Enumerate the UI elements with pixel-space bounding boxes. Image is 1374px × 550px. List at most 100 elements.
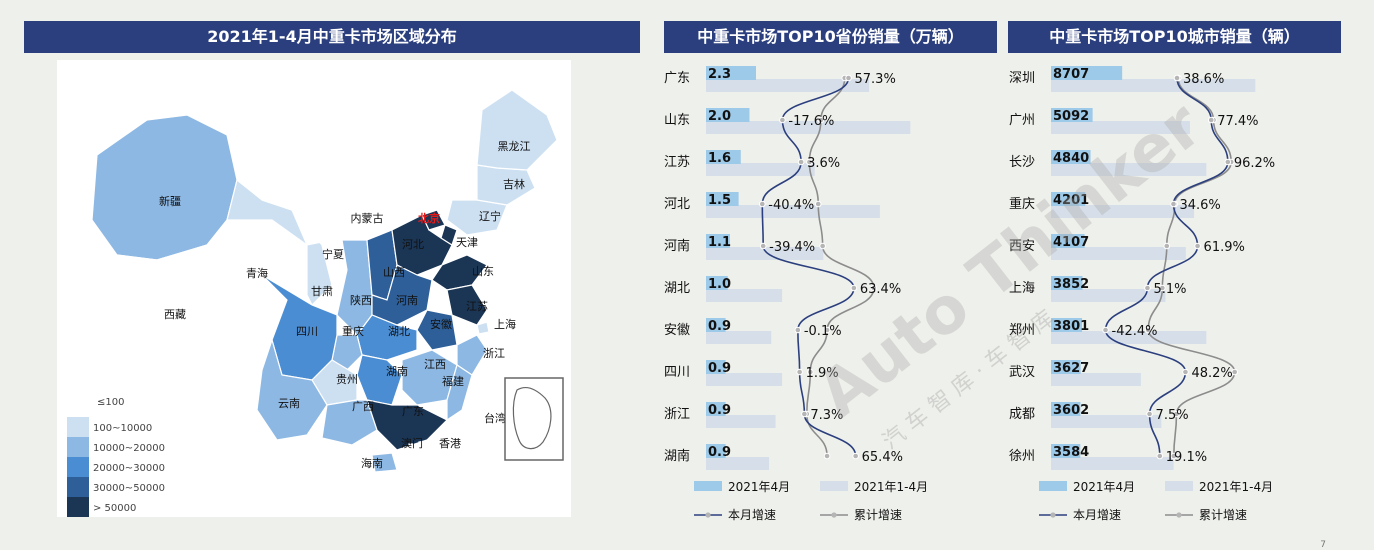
category-label: 上海 [1009, 281, 1035, 296]
map-label-山西: 山西 [383, 266, 405, 279]
bar-cumulative [1051, 373, 1141, 386]
map-label-辽宁: 辽宁 [479, 209, 501, 223]
point-monthly-growth [1156, 452, 1164, 460]
map-region-澳门 [408, 443, 414, 449]
bar-cumulative [706, 247, 824, 260]
category-label: 武汉 [1009, 365, 1035, 380]
bar-monthly [1051, 150, 1091, 164]
point-cumulative-growth [823, 452, 831, 460]
point-monthly-growth [1182, 368, 1189, 376]
map-label-天津: 天津 [456, 236, 478, 249]
bar-value-label: 0.9 [708, 403, 731, 418]
legend-swatch-monthly [1039, 481, 1067, 491]
bar-value-label: 1.5 [708, 193, 731, 208]
map-label-内蒙古: 内蒙古 [351, 211, 384, 225]
growth-label: 48.2% [1191, 366, 1232, 381]
bar-value-label: 0.9 [708, 319, 731, 334]
category-label: 广州 [1009, 113, 1035, 128]
bar-cumulative [1051, 289, 1166, 302]
map-region-浙江 [456, 334, 488, 376]
legend-marker-monthly [705, 512, 711, 518]
category-label: 安徽 [664, 323, 690, 338]
point-cumulative-growth [1173, 410, 1180, 418]
growth-label: -17.6% [788, 114, 834, 129]
category-label: 湖南 [664, 448, 690, 464]
bar-value-label: 8707 [1053, 67, 1089, 82]
bar-cumulative [706, 373, 783, 386]
map-label-西藏: 西藏 [164, 308, 186, 321]
map-legend-swatch [67, 417, 89, 437]
bar-cumulative [1051, 331, 1207, 344]
category-label: 长沙 [1009, 155, 1035, 170]
map-label-宁夏: 宁夏 [322, 247, 344, 261]
bar-monthly [706, 360, 726, 374]
bar-cumulative [1051, 79, 1256, 92]
point-monthly-growth [1207, 116, 1215, 124]
map-label-上海: 上海 [494, 317, 516, 331]
category-label: 成都 [1009, 407, 1035, 422]
bar-value-label: 3852 [1053, 277, 1089, 292]
legend-marker-monthly [1050, 512, 1056, 518]
bar-value-label: 3602 [1053, 403, 1089, 418]
map-legend-label: 20000~30000 [93, 463, 165, 474]
point-monthly-growth [1224, 158, 1232, 166]
bar-monthly [1051, 108, 1093, 122]
bar-monthly [1051, 192, 1086, 206]
growth-label: 96.2% [1234, 156, 1275, 171]
category-label: 深圳 [1009, 71, 1035, 86]
bar-value-label: 1.0 [708, 277, 731, 292]
bar-cumulative [706, 205, 880, 218]
bar-monthly [1051, 276, 1083, 290]
bar-value-label: 4840 [1053, 151, 1089, 166]
city-chart-title: 中重卡市场TOP10城市销量（辆） [1008, 21, 1341, 53]
bar-cumulative [1051, 247, 1186, 260]
map-region-黑龙江 [476, 89, 558, 171]
map-region-江苏 [446, 284, 488, 326]
map-label-陕西: 陕西 [350, 293, 372, 307]
point-monthly-growth [779, 116, 786, 124]
line-monthly-growth [1104, 77, 1229, 457]
bar-cumulative [706, 457, 770, 470]
map-region-广东 [366, 399, 449, 451]
growth-label: 61.9% [1204, 240, 1245, 255]
point-monthly-growth [759, 242, 767, 250]
map-label-山东: 山东 [472, 265, 494, 278]
south-china-sea-inset [504, 377, 564, 461]
map-label-河南: 河南 [396, 294, 418, 307]
bar-cumulative [1051, 457, 1174, 470]
bar-monthly [706, 444, 726, 458]
bar-monthly [1051, 66, 1123, 80]
point-monthly-growth [1173, 74, 1181, 82]
bar-cumulative [706, 289, 783, 302]
bar-monthly [1051, 318, 1083, 332]
point-cumulative-growth [1159, 284, 1166, 292]
bar-monthly [706, 234, 730, 248]
bar-cumulative [706, 163, 815, 176]
map-region-台湾 [488, 399, 503, 434]
map-label-河北: 河北 [402, 238, 424, 251]
category-label: 西安 [1009, 239, 1035, 254]
growth-label: 77.4% [1217, 114, 1258, 129]
point-cumulative-growth [817, 116, 825, 124]
legend-label: 本月增速 [1073, 508, 1121, 522]
map-label-甘肃: 甘肃 [311, 285, 333, 298]
legend-label: 本月增速 [728, 508, 776, 522]
bar-value-label: 1.6 [708, 151, 731, 166]
bar-monthly [1051, 402, 1081, 416]
point-cumulative-growth [823, 326, 831, 334]
category-label: 湖北 [664, 281, 690, 296]
map-legend-swatch [67, 477, 89, 497]
map-label-新疆: 新疆 [159, 194, 181, 208]
growth-label: 1.9% [806, 366, 839, 381]
map-label-北京: 北京 [418, 211, 440, 225]
map-legend-label: 10000~20000 [93, 443, 165, 454]
map-label-澳门: 澳门 [401, 436, 423, 450]
bar-value-label: 2.0 [708, 109, 731, 124]
point-cumulative-growth [870, 284, 878, 292]
point-monthly-growth [1170, 200, 1177, 208]
point-monthly-growth [796, 368, 803, 376]
point-monthly-growth [852, 452, 859, 460]
line-cumulative-growth [1147, 77, 1236, 457]
bar-monthly [706, 192, 739, 206]
